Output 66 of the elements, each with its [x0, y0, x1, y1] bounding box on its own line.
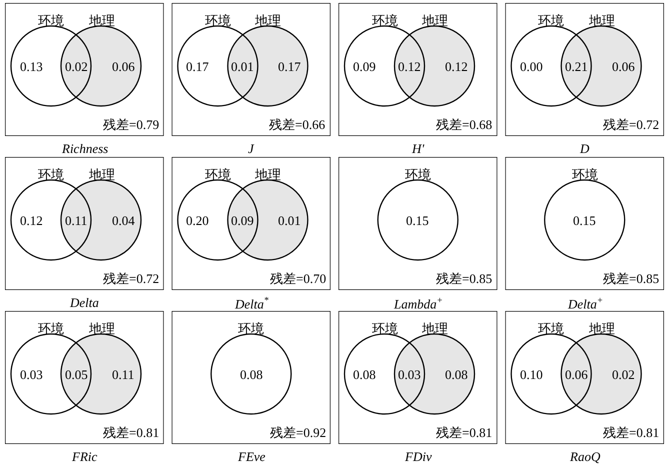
data-label: 0.13 — [20, 59, 43, 74]
data-label: 0.06 — [112, 59, 136, 74]
category-label: 环境 — [572, 167, 598, 182]
text: 残差=0.79 — [103, 117, 160, 132]
data-label: 0.08 — [445, 367, 468, 382]
text: Richness — [61, 141, 108, 156]
text: Delta$^{+}$ — [567, 295, 604, 312]
text: FEve — [237, 449, 266, 464]
category-label: 环境 — [238, 321, 264, 336]
text: D — [579, 141, 590, 156]
data-label: 0.20 — [186, 213, 209, 228]
text: 残差=0.81 — [603, 425, 660, 440]
text: 残差=0.70 — [270, 271, 326, 286]
data-label: 0.08 — [240, 367, 263, 382]
data-label: 0.03 — [20, 367, 43, 382]
data-label: 0.09 — [353, 59, 376, 74]
data-label: 0.05 — [65, 367, 88, 382]
data-label: 0.17 — [278, 59, 302, 74]
data-label: 0.15 — [406, 213, 429, 228]
data-label: 0.10 — [520, 367, 543, 382]
category-label: 环境 — [538, 13, 564, 28]
text: 残差=0.72 — [603, 117, 660, 132]
text: 残差=0.68 — [436, 117, 492, 132]
category-label: 环境 — [372, 13, 398, 28]
data-label: 0.03 — [398, 367, 421, 382]
text: J — [248, 141, 255, 156]
data-label: 0.12 — [398, 59, 421, 74]
data-label: 0.08 — [353, 367, 376, 382]
text: FRic — [71, 449, 98, 464]
text: 残差=0.81 — [103, 425, 160, 440]
text: 残差=0.92 — [270, 425, 326, 440]
category-label: 环境 — [538, 321, 564, 336]
text: 残差=0.85 — [603, 271, 660, 286]
category-label: 环境 — [38, 167, 64, 182]
data-label: 0.02 — [65, 59, 88, 74]
category-label: 环境 — [38, 13, 64, 28]
data-label: 0.15 — [573, 213, 596, 228]
data-label: 0.17 — [186, 59, 210, 74]
text: FDiv — [404, 449, 432, 464]
text: 残差=0.81 — [436, 425, 492, 440]
category-label: 环境 — [205, 167, 231, 182]
data-label: 0.04 — [112, 213, 136, 228]
data-label: 0.00 — [520, 59, 543, 74]
data-label: 0.12 — [445, 59, 468, 74]
data-label: 0.11 — [112, 367, 134, 382]
text: Delta — [69, 295, 100, 310]
text: H' — [411, 141, 424, 156]
data-label: 0.21 — [565, 59, 588, 74]
data-label: 0.01 — [278, 213, 301, 228]
category-label: 环境 — [405, 167, 431, 182]
text: 残差=0.66 — [269, 117, 326, 132]
category-label: 环境 — [38, 321, 64, 336]
text: 残差=0.85 — [436, 271, 492, 286]
data-label: 0.09 — [231, 213, 254, 228]
category-label: 环境 — [205, 13, 231, 28]
data-label: 0.12 — [20, 213, 43, 228]
text: 残差=0.72 — [103, 271, 160, 286]
text: Lambda$^{+}$ — [393, 295, 443, 312]
data-label: 0.06 — [565, 367, 588, 382]
text: RaoQ — [569, 449, 601, 464]
text: Delta$^{*}$ — [234, 295, 269, 312]
category-label: 环境 — [372, 321, 398, 336]
data-label: 0.06 — [612, 59, 636, 74]
data-label: 0.11 — [65, 213, 88, 228]
data-label: 0.02 — [612, 367, 635, 382]
data-label: 0.01 — [231, 59, 254, 74]
